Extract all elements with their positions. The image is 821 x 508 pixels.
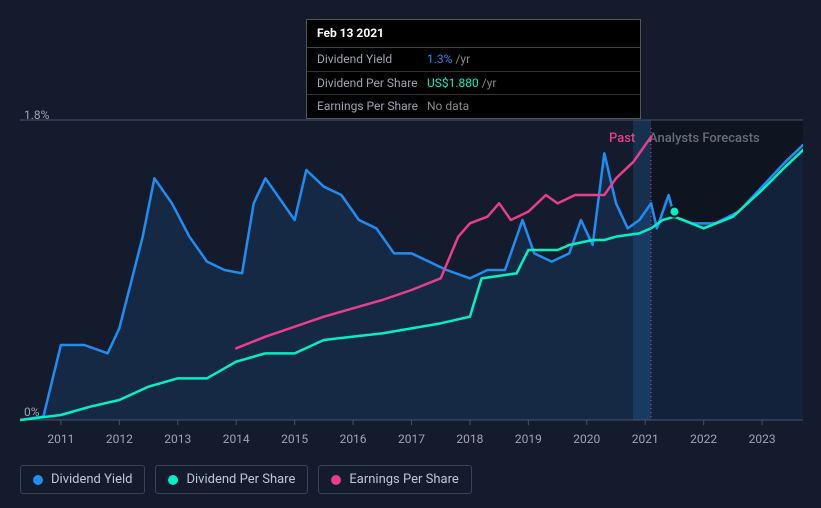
tooltip-row-unit: /yr bbox=[455, 51, 470, 68]
x-axis-year-label: 2013 bbox=[164, 432, 191, 446]
x-axis-year-label: 2012 bbox=[106, 432, 133, 446]
legend-label: Earnings Per Share bbox=[349, 472, 458, 487]
chart-canvas bbox=[20, 100, 803, 450]
tooltip-row-unit: /yr bbox=[482, 75, 497, 92]
dividend-chart[interactable] bbox=[20, 100, 803, 450]
tooltip-row-label: Dividend Yield bbox=[317, 51, 427, 68]
legend-label: Dividend Yield bbox=[51, 472, 132, 487]
x-axis-year-label: 2022 bbox=[690, 432, 717, 446]
legend-label: Dividend Per Share bbox=[186, 472, 295, 487]
tooltip-date: Feb 13 2021 bbox=[307, 20, 640, 48]
tooltip-row-label: Dividend Per Share bbox=[317, 75, 427, 92]
x-axis-year-label: 2011 bbox=[47, 432, 74, 446]
tooltip-row-value: US$1.880 bbox=[427, 75, 479, 92]
x-axis-year-label: 2018 bbox=[456, 432, 483, 446]
x-axis-year-label: 2017 bbox=[398, 432, 425, 446]
legend-swatch bbox=[33, 475, 43, 485]
x-axis-year-label: 2016 bbox=[340, 432, 367, 446]
x-axis-year-label: 2014 bbox=[223, 432, 250, 446]
tooltip-row: Dividend Yield 1.3% /yr bbox=[307, 48, 640, 72]
x-axis-year-label: 2020 bbox=[573, 432, 600, 446]
x-axis-year-label: 2021 bbox=[632, 432, 659, 446]
legend-item-earnings-per-share[interactable]: Earnings Per Share bbox=[318, 465, 471, 494]
legend-item-dividend-yield[interactable]: Dividend Yield bbox=[20, 465, 145, 494]
legend-swatch bbox=[331, 475, 341, 485]
x-axis-year-label: 2019 bbox=[515, 432, 542, 446]
legend-item-dividend-per-share[interactable]: Dividend Per Share bbox=[155, 465, 308, 494]
tooltip-row: Dividend Per Share US$1.880 /yr bbox=[307, 72, 640, 96]
x-axis-year-label: 2023 bbox=[749, 432, 776, 446]
x-axis-year-label: 2015 bbox=[281, 432, 308, 446]
chart-legend: Dividend Yield Dividend Per Share Earnin… bbox=[20, 465, 472, 494]
legend-swatch bbox=[168, 475, 178, 485]
tooltip-row-value: 1.3% bbox=[427, 51, 452, 68]
